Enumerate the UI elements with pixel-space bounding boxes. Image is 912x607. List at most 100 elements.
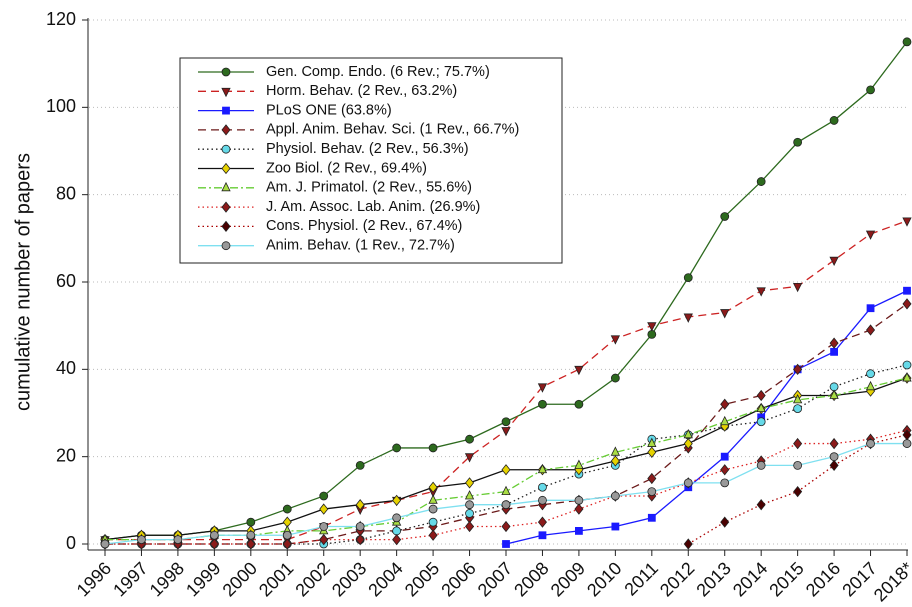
data-point xyxy=(793,404,803,414)
data-point xyxy=(647,487,657,497)
data-point xyxy=(537,463,548,474)
data-point xyxy=(830,347,838,356)
series-line xyxy=(505,290,908,545)
data-point xyxy=(319,533,329,546)
legend-marker xyxy=(221,181,231,192)
data-point xyxy=(465,500,474,510)
data-point xyxy=(647,513,656,522)
legend-marker xyxy=(221,162,231,175)
data-point xyxy=(610,335,621,345)
legend-marker xyxy=(221,124,231,136)
legend-marker xyxy=(221,241,231,251)
data-point xyxy=(574,459,584,469)
x-tick-label: 1998 xyxy=(146,558,188,600)
data-point xyxy=(465,509,474,518)
data-point xyxy=(793,460,803,470)
data-point xyxy=(465,434,474,444)
data-point xyxy=(355,499,365,511)
data-point xyxy=(502,540,510,548)
data-point xyxy=(829,452,839,462)
data-point xyxy=(683,437,693,450)
legend-label: Anim. Behav. (1 Rev., 72.7%) xyxy=(266,238,455,254)
legend-label: Physiol. Behav. (2 Rev., 56.3%) xyxy=(266,141,469,157)
data-point xyxy=(319,503,329,515)
data-point xyxy=(683,273,693,283)
x-tick-label: 2010 xyxy=(583,558,625,600)
data-point xyxy=(392,513,402,523)
legend-label: Horm. Behav. (2 Rev., 63.2%) xyxy=(266,83,457,99)
data-point xyxy=(392,526,402,536)
data-point xyxy=(392,443,402,453)
data-point xyxy=(538,495,547,505)
data-point xyxy=(428,529,438,541)
data-point xyxy=(683,538,693,550)
data-point xyxy=(282,530,292,540)
data-point xyxy=(501,417,511,427)
legend-marker xyxy=(221,87,231,98)
x-tick-label: 2011 xyxy=(620,558,662,600)
legend-marker xyxy=(222,106,230,115)
data-point xyxy=(428,494,438,504)
data-point xyxy=(720,415,730,426)
data-point xyxy=(756,417,766,427)
data-point xyxy=(647,446,657,458)
data-point xyxy=(720,478,730,488)
data-point xyxy=(720,516,730,528)
data-point xyxy=(865,230,876,240)
data-point xyxy=(756,177,766,186)
data-point xyxy=(793,485,803,498)
data-point xyxy=(720,464,730,476)
data-point xyxy=(537,383,548,393)
data-point xyxy=(610,491,620,501)
data-point xyxy=(866,369,875,379)
data-point xyxy=(501,500,511,510)
data-point xyxy=(756,402,766,413)
data-point xyxy=(647,322,657,332)
data-point xyxy=(538,482,547,492)
data-point xyxy=(866,439,875,448)
series-line xyxy=(105,377,908,541)
data-point xyxy=(610,446,621,456)
data-point xyxy=(720,452,729,461)
data-point xyxy=(683,478,693,488)
data-point xyxy=(501,464,511,476)
data-point xyxy=(575,527,583,535)
data-point xyxy=(465,520,475,533)
data-point xyxy=(829,382,839,392)
legend-marker xyxy=(221,201,231,213)
legend-marker xyxy=(221,220,231,233)
data-point xyxy=(464,453,475,463)
legend-label: Appl. Anim. Behav. Sci. (1 Rev., 66.7%) xyxy=(266,122,519,138)
y-tick-label: 100 xyxy=(46,96,76,116)
legend-label: J. Am. Assoc. Lab. Anim. (26.9%) xyxy=(266,199,480,215)
legend-label: Am. J. Primatol. (2 Rev., 55.6%) xyxy=(266,180,472,196)
x-tick-label: 2018* xyxy=(870,558,912,605)
x-tick-label: 2007 xyxy=(474,558,516,600)
data-point xyxy=(538,399,547,409)
x-tick-label: 1999 xyxy=(182,558,224,600)
data-point xyxy=(829,389,839,399)
legend-marker xyxy=(221,144,231,154)
y-tick-label: 20 xyxy=(56,445,76,465)
legend-label: Cons. Physiol. (2 Rev., 67.4%) xyxy=(266,218,462,234)
data-point xyxy=(829,459,839,472)
data-point xyxy=(720,309,730,319)
y-tick-label: 80 xyxy=(56,183,76,203)
data-point xyxy=(501,520,511,533)
data-point xyxy=(355,460,365,470)
data-point xyxy=(683,428,693,439)
y-tick-label: 40 xyxy=(56,358,76,378)
data-point xyxy=(720,398,730,410)
x-tick-label: 2001 xyxy=(255,558,297,600)
legend-label: PLoS ONE (63.8%) xyxy=(266,102,392,118)
data-point xyxy=(756,460,766,470)
data-point xyxy=(209,530,219,540)
data-point xyxy=(355,522,365,531)
legend-label: Zoo Biol. (2 Rev., 69.4%) xyxy=(266,160,427,176)
x-tick-label: 1997 xyxy=(109,558,151,600)
data-point xyxy=(829,337,839,349)
x-tick-label: 2015 xyxy=(765,558,807,600)
data-point xyxy=(428,504,438,514)
x-tick-label: 2009 xyxy=(547,558,589,600)
